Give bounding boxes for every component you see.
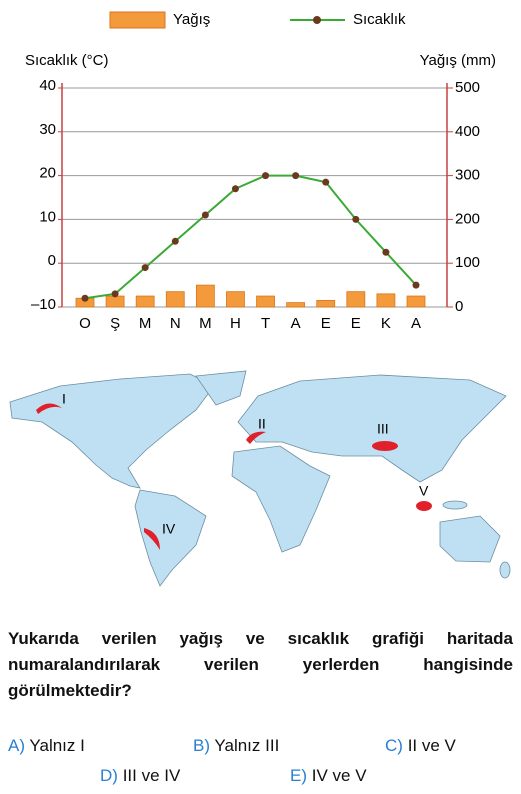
continent (237, 374, 507, 483)
y2-tick-label: 400 (455, 123, 480, 140)
region-mark (144, 528, 160, 550)
x-tick-label: K (381, 315, 391, 332)
continent (195, 370, 247, 406)
x-tick-label: E (321, 315, 331, 332)
y2-tick-label: 500 (455, 79, 480, 96)
question: Yukarıda verilen yağış ve sıcaklık grafi… (8, 629, 513, 700)
marker (322, 178, 330, 186)
option-letter: C) (385, 736, 403, 755)
x-tick-label: T (261, 315, 270, 332)
x-tick-label: E (351, 315, 361, 332)
bar (165, 291, 185, 308)
marker (141, 264, 149, 272)
bar (376, 293, 396, 308)
option-letter: A) (8, 736, 25, 755)
marker (201, 211, 209, 219)
y2-tick-label: 0 (455, 298, 463, 315)
y-tick-label: 20 (39, 165, 56, 182)
map-label: V (419, 483, 429, 499)
option[interactable]: C) II ve V (385, 736, 456, 756)
option-letter: D) (100, 766, 118, 785)
y-tick-label: –10 (31, 296, 56, 313)
x-tick-label: N (170, 315, 181, 332)
marker (292, 172, 300, 180)
marker (382, 248, 390, 256)
option-text: II ve V (407, 736, 456, 755)
y2-tick-label: 200 (455, 210, 480, 227)
map-labels: I II III IV V (62, 391, 429, 537)
marker (171, 237, 179, 245)
map-label: I (62, 391, 66, 407)
option-text: IV ve V (311, 766, 367, 785)
bar (316, 300, 336, 308)
bar (286, 302, 306, 308)
legend-swatch (109, 11, 166, 29)
marker (231, 185, 239, 193)
region-mark (246, 431, 266, 444)
bar (346, 291, 366, 308)
continent (9, 373, 215, 489)
option-text: Yalnız I (29, 736, 85, 755)
option-text: Yalnız III (214, 736, 280, 755)
option[interactable]: D) III ve IV (100, 766, 180, 786)
x-tick-label: H (230, 315, 241, 332)
line (84, 174, 417, 300)
y-tick-label: 30 (39, 121, 56, 138)
x-tick-label: M (139, 315, 152, 332)
continent (134, 489, 207, 587)
y2-tick-label: 300 (455, 167, 480, 184)
map (9, 370, 511, 587)
marker (262, 172, 270, 180)
legend-label: Sıcaklık (353, 11, 406, 28)
bar (135, 295, 155, 308)
y-tick-label: 40 (39, 77, 56, 94)
marker (412, 281, 420, 289)
x-tick-label: A (291, 315, 301, 332)
region-mark (416, 501, 432, 511)
regions (36, 403, 432, 550)
bar (226, 291, 245, 308)
option[interactable]: B) Yalnız III (193, 736, 279, 756)
continent (231, 445, 331, 553)
region-mark (372, 441, 398, 451)
marker (81, 294, 89, 302)
option[interactable]: E) IV ve V (290, 766, 367, 786)
marker (111, 290, 119, 298)
x-tick-label: Ş (110, 315, 120, 332)
option[interactable]: A) Yalnız I (8, 736, 85, 756)
y2-axis-label: Yağış (mm) (420, 52, 496, 69)
map-label: III (377, 421, 389, 437)
island (499, 561, 511, 579)
map-label: II (258, 416, 266, 432)
bar (406, 295, 426, 308)
x-tick-label: O (79, 315, 91, 332)
bar (105, 295, 125, 308)
map-label: IV (162, 521, 176, 537)
legend-label: Yağış (173, 11, 210, 28)
region-mark (36, 403, 62, 414)
option-text: III ve IV (122, 766, 181, 785)
option-letter: E) (290, 766, 307, 785)
y2-tick-label: 100 (455, 254, 480, 271)
chart: Sıcaklık (°C) Yağış (mm) I II III IV V –… (9, 11, 511, 587)
marker (352, 215, 360, 223)
y-tick-label: 0 (48, 252, 56, 269)
legend-marker (313, 16, 321, 24)
bar (256, 295, 275, 308)
continent (439, 515, 501, 563)
x-tick-label: A (411, 315, 421, 332)
y-axis-label: Sıcaklık (°C) (25, 52, 109, 69)
island (442, 500, 468, 510)
option-letter: B) (193, 736, 210, 755)
x-tick-label: M (199, 315, 212, 332)
y-tick-label: 10 (39, 208, 56, 225)
bar (195, 284, 215, 308)
